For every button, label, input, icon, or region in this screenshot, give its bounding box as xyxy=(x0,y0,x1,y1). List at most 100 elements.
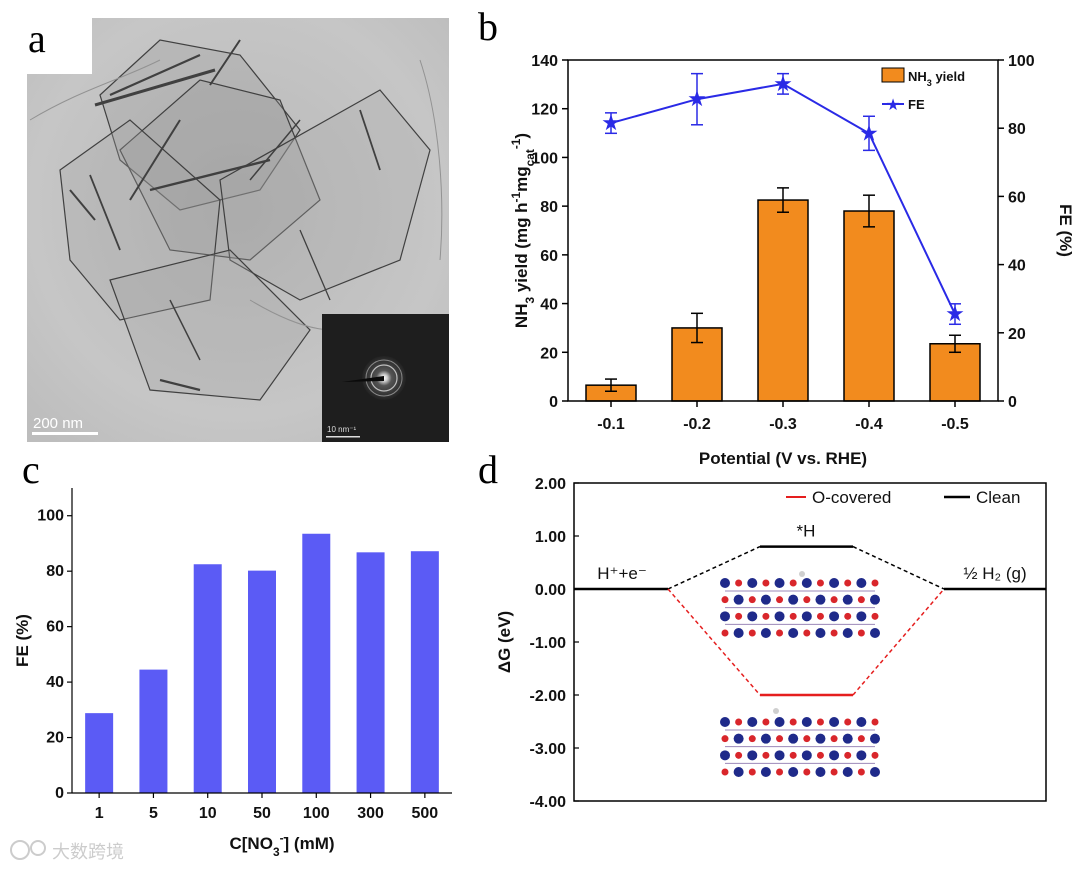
metal-atom xyxy=(842,594,853,605)
oxygen-atom xyxy=(776,596,784,604)
metal-atom xyxy=(720,717,730,727)
y-tick-label-c: 20 xyxy=(46,730,64,747)
x-tick-label-b: -0.3 xyxy=(769,416,797,433)
x-tick-label-c: 10 xyxy=(199,805,217,822)
bar-fe xyxy=(356,552,385,793)
panel-letter-a: a xyxy=(28,16,46,61)
metal-atom xyxy=(829,578,840,588)
y-tick-label-b: 140 xyxy=(531,53,558,70)
metal-atom xyxy=(856,750,867,761)
oxygen-atom xyxy=(830,596,838,604)
metal-atom xyxy=(842,767,853,777)
metal-atom xyxy=(856,717,867,727)
x-axis-label-b: Potential (V vs. RHE) xyxy=(699,449,867,468)
tem-scale-label: 200 nm xyxy=(33,415,83,432)
oxygen-atom xyxy=(762,612,770,620)
y2-axis-label-b: FE (%) xyxy=(1056,204,1075,257)
oxygen-atom xyxy=(844,718,852,726)
y-tick-label-b: 120 xyxy=(531,102,558,119)
oxygen-atom xyxy=(748,629,756,637)
y2-tick-label-b: 20 xyxy=(1008,326,1026,343)
fe-point-star-icon: ★ xyxy=(773,72,793,97)
y-tick-label-b: 20 xyxy=(540,345,558,362)
chart-b-plot: ★ ★ ★ ★ ★ 0 20 40 60 80 100 120 140 0 20 40 60 80 100 -0.1 -… xyxy=(509,53,1075,468)
connector-o-covered xyxy=(852,588,945,696)
panel-b: b ★ ★ ★ ★ ★ 0 20 40 60 80 100 120 140 0 20 40 60 80 100 -0.… xyxy=(478,4,1075,468)
saed-ring-outer xyxy=(365,359,403,397)
metal-atom xyxy=(870,594,880,605)
metal-atom xyxy=(856,578,867,588)
legend-label-nh3: NH3 yield xyxy=(908,69,965,88)
watermark: 大数跨境 xyxy=(10,840,124,863)
watermark-logo-icon-2 xyxy=(30,840,46,856)
legend-swatch-nh3 xyxy=(881,67,905,83)
y-tick-label-c: 80 xyxy=(46,563,64,580)
metal-atom xyxy=(870,628,880,638)
metal-atom xyxy=(760,733,771,744)
x-axis-label-c: C[NO3-] (mM) xyxy=(229,831,334,859)
y-tick-label-d: -2.00 xyxy=(530,688,567,705)
oxygen-atom xyxy=(721,768,729,776)
metal-atom xyxy=(801,578,812,588)
hydrogen-atom xyxy=(799,571,805,577)
bar-fe xyxy=(193,564,222,793)
oxygen-atom xyxy=(762,718,770,726)
oxygen-atom xyxy=(748,596,756,604)
saed-scale-bar xyxy=(326,436,360,438)
oxygen-atom xyxy=(762,751,770,759)
oxygen-atom xyxy=(721,735,729,743)
metal-atom xyxy=(774,611,785,622)
bar-fe xyxy=(410,551,439,793)
saed-scale-label: 10 nm⁻¹ xyxy=(327,425,356,434)
oxygen-atom xyxy=(789,579,797,587)
metal-atom xyxy=(788,594,799,605)
x-tick-label-c: 1 xyxy=(95,805,104,822)
y2-tick-label-b: 80 xyxy=(1008,121,1026,138)
fe-point-star-icon: ★ xyxy=(945,302,965,327)
metal-atom xyxy=(842,628,853,638)
oxygen-atom xyxy=(857,596,865,604)
y-tick-label-b: 40 xyxy=(540,297,558,314)
oxygen-atom xyxy=(789,612,797,620)
metal-atom xyxy=(788,767,799,777)
metal-atom xyxy=(788,628,799,638)
x-tick-label-c: 5 xyxy=(149,805,158,822)
oxygen-atom xyxy=(803,735,811,743)
legend-label-clean: Clean xyxy=(976,488,1020,507)
oxygen-atom xyxy=(735,718,743,726)
y-axis-label-b: NH3 yield (mg h-1mgcat-1) xyxy=(509,133,537,328)
oxygen-atom xyxy=(748,735,756,743)
x-tick-label-c: 50 xyxy=(253,805,271,822)
panel-c: c 0 20 40 60 80 100 1 5 10 50 100 300 500 C[NO3-] (mM… xyxy=(13,447,452,859)
oxygen-atom xyxy=(735,612,743,620)
oxygen-atom xyxy=(844,579,852,587)
state-label-initial: H⁺+e⁻ xyxy=(597,564,647,583)
oxygen-atom xyxy=(816,718,824,726)
metal-atom xyxy=(801,717,812,727)
metal-atom xyxy=(815,594,826,605)
slab-clean-structure xyxy=(720,578,880,638)
oxygen-atom xyxy=(762,579,770,587)
metal-atom xyxy=(733,733,744,744)
oxygen-atom xyxy=(803,596,811,604)
y-tick-label-c: 0 xyxy=(55,785,64,802)
metal-atom xyxy=(774,717,785,727)
y-tick-label-d: 0.00 xyxy=(535,582,566,599)
oxygen-atom xyxy=(857,768,865,776)
oxygen-atom xyxy=(830,629,838,637)
slab-o-covered-structure xyxy=(720,717,880,777)
panel-letter-b: b xyxy=(478,4,498,49)
bar-nh3-yield xyxy=(929,343,981,402)
oxygen-atom xyxy=(776,735,784,743)
y-tick-label-b: 0 xyxy=(549,394,558,411)
metal-atom xyxy=(733,594,744,605)
metal-atom xyxy=(760,628,771,638)
state-label-adsorbed: *H xyxy=(797,522,816,541)
oxygen-atom xyxy=(721,629,729,637)
bar-fe xyxy=(85,713,114,793)
oxygen-atom xyxy=(816,579,824,587)
x-tick-label-b: -0.5 xyxy=(941,416,969,433)
y2-tick-label-b: 0 xyxy=(1008,394,1017,411)
metal-atom xyxy=(829,750,840,761)
x-tick-label-c: 300 xyxy=(357,805,384,822)
